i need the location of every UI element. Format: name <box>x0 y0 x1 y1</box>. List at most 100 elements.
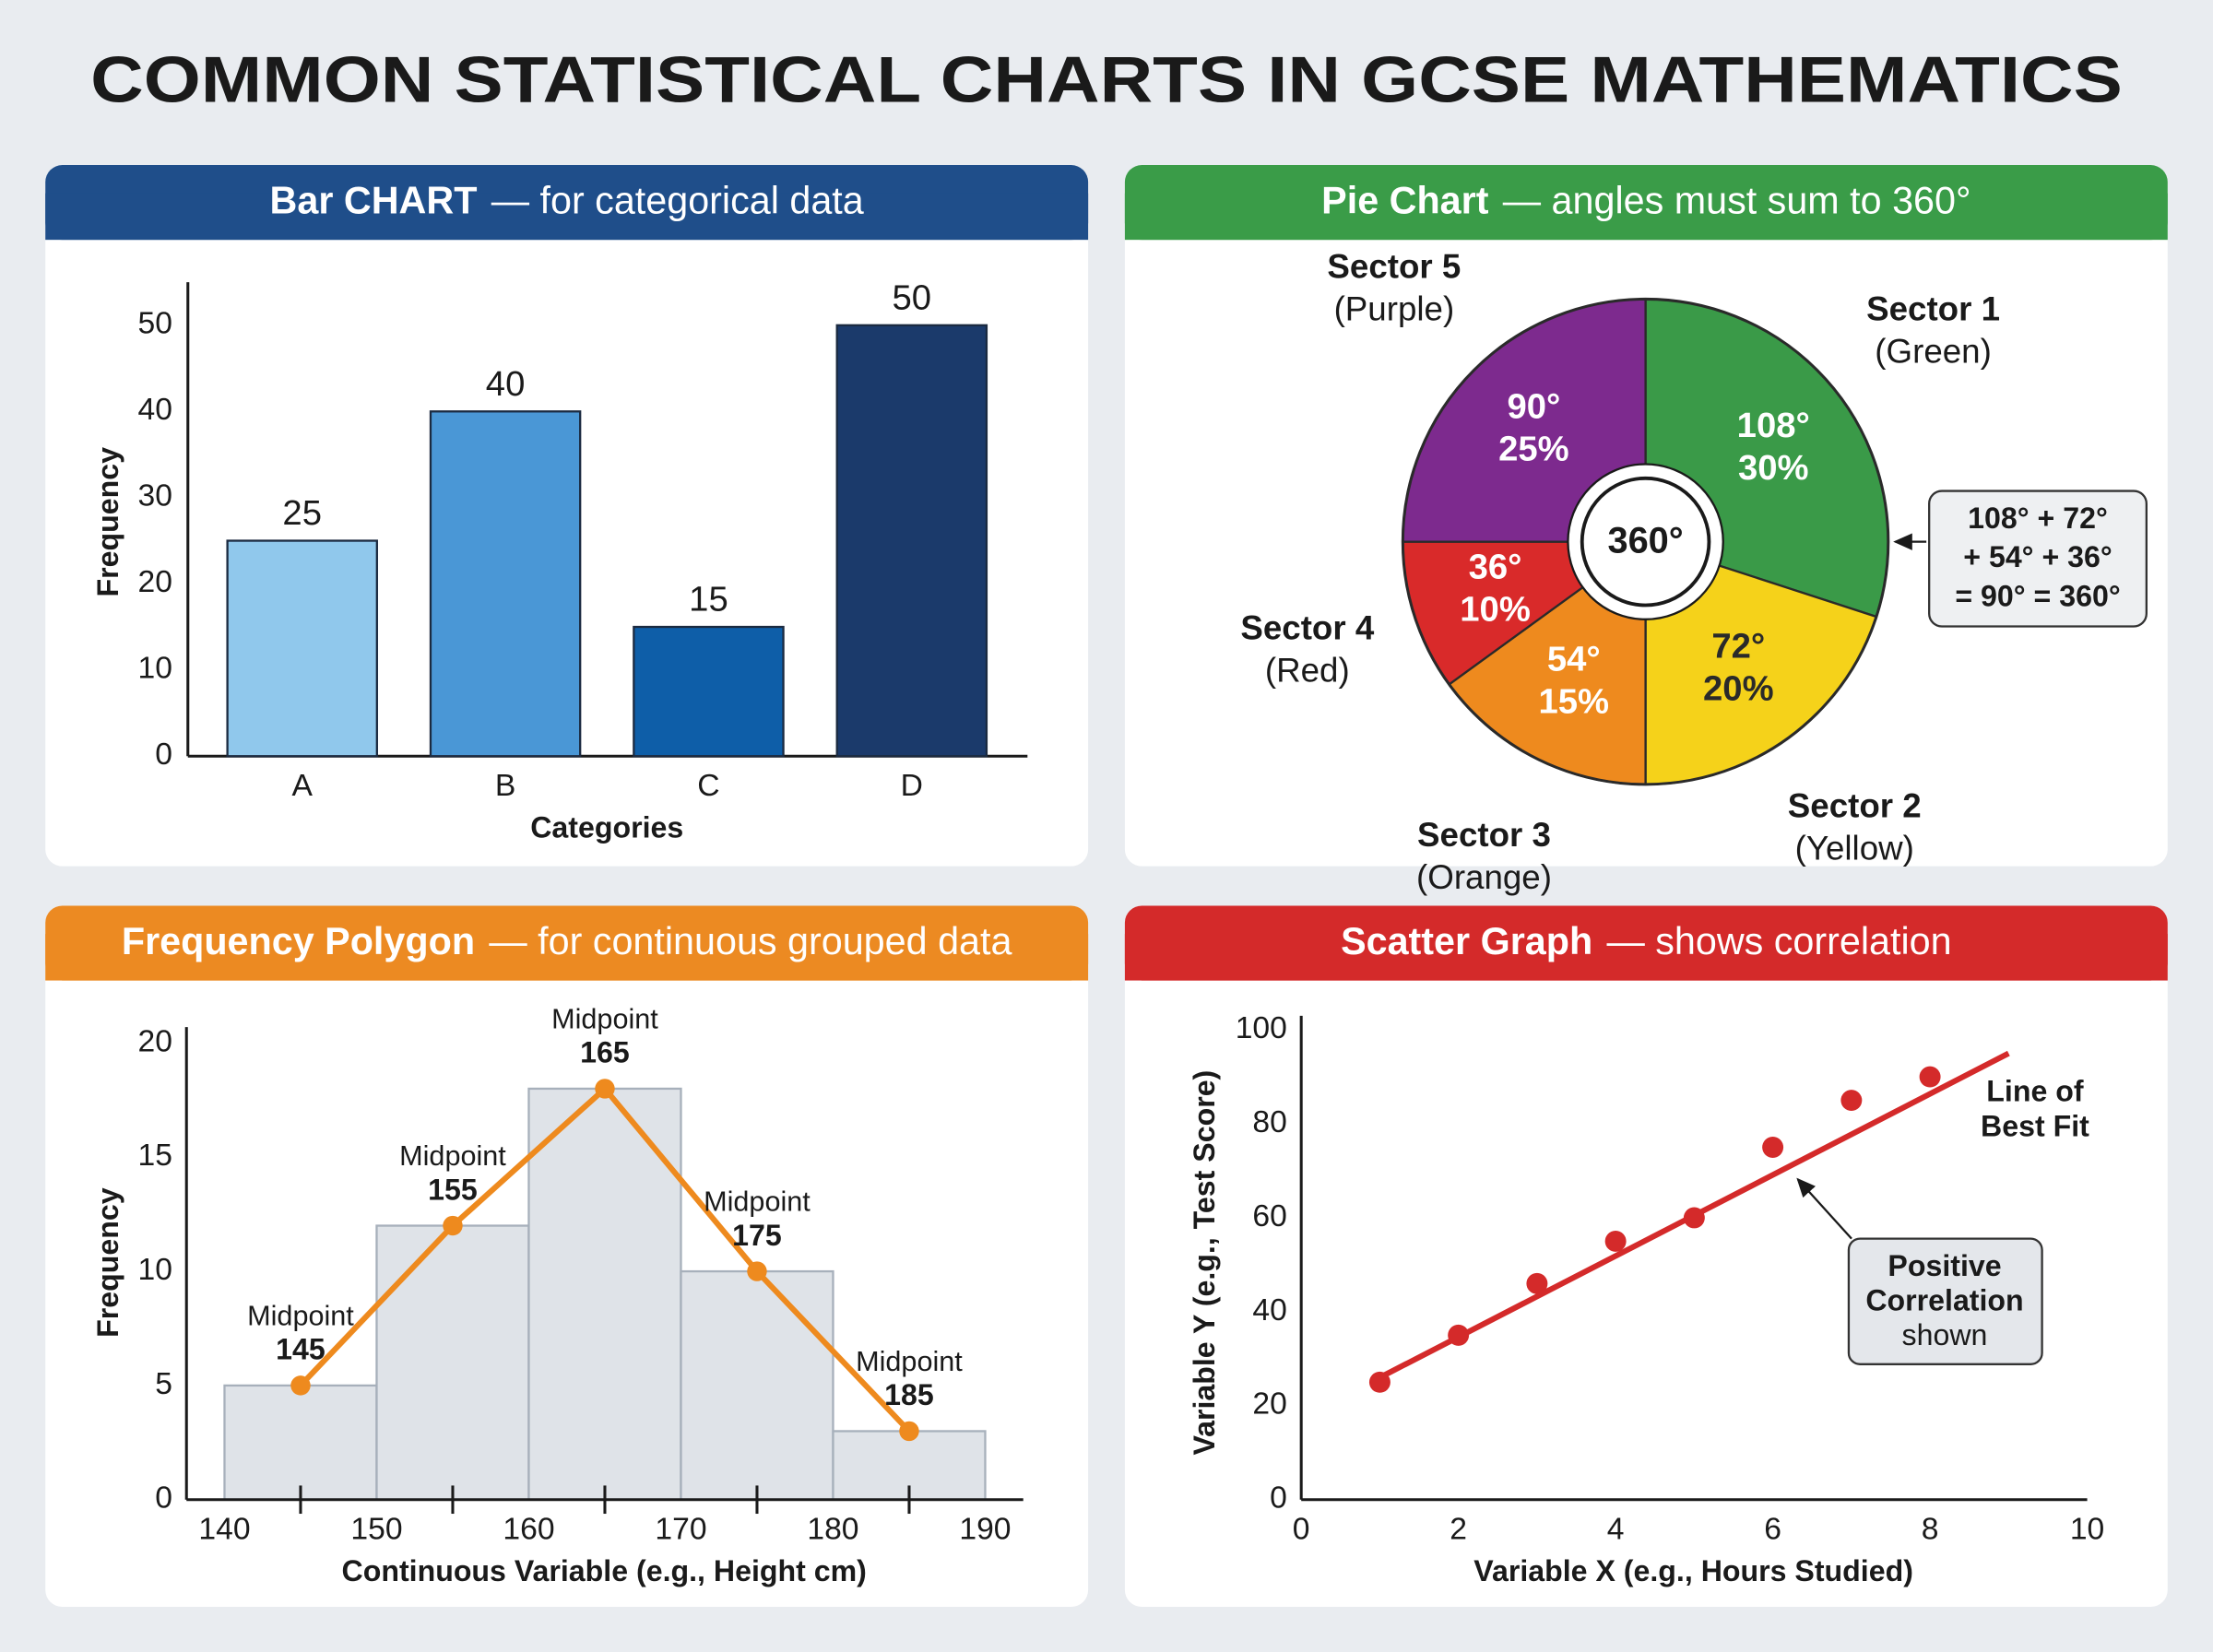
sector-angle-label: 54° <box>1547 640 1601 679</box>
y-axis-label: Frequency <box>91 1187 124 1338</box>
center-circle <box>1580 476 1711 608</box>
sector-percent-label: 15% <box>1538 681 1609 721</box>
annotation-box <box>1928 490 2148 628</box>
x-tick-label: 150 <box>350 1512 402 1546</box>
x-tick-label: 140 <box>198 1512 250 1546</box>
y-tick-label: 20 <box>137 1024 172 1058</box>
sector-sublabel: (Green) <box>1875 333 1992 371</box>
x-tick-label: 10 <box>2070 1512 2104 1546</box>
panel-subtitle: — for categorical data <box>491 179 864 221</box>
annotation-text: = 90° = 360° <box>1955 579 2120 612</box>
value-label: 25 <box>282 493 322 533</box>
y-tick-label: 40 <box>137 393 172 427</box>
scatter-point <box>1526 1272 1548 1294</box>
y-tick-label: 50 <box>137 307 172 341</box>
histogram-bar <box>375 1224 530 1501</box>
midpoint-label: Midpoint <box>551 1004 658 1035</box>
sector-sublabel: (Yellow) <box>1795 829 1914 867</box>
histogram-bar <box>223 1384 378 1501</box>
polygon-point <box>443 1215 463 1236</box>
sector-angle-label: 72° <box>1711 626 1765 666</box>
x-tick-label: A <box>291 769 313 803</box>
annotation-text: Positive <box>1888 1249 2001 1282</box>
y-tick-label: 5 <box>155 1367 172 1401</box>
panel-title: Pie Chart — angles must sum to 360° <box>1321 179 1970 221</box>
midpoint-value: 185 <box>884 1378 934 1411</box>
y-tick-label: 0 <box>155 738 172 772</box>
y-tick-label: 10 <box>137 1253 172 1287</box>
annotation-text: shown <box>1902 1318 1988 1351</box>
midpoint-value: 145 <box>276 1333 325 1366</box>
panel-title: Frequency Polygon — for continuous groupe… <box>122 920 1012 962</box>
x-tick-label: 170 <box>655 1512 706 1546</box>
y-tick-label: 60 <box>1252 1199 1286 1233</box>
annotation-arrow <box>1796 1177 1852 1240</box>
scatter-point <box>1683 1207 1705 1229</box>
y-tick-label: 30 <box>137 479 172 513</box>
x-tick-label: 4 <box>1607 1512 1625 1546</box>
midpoint-label: Midpoint <box>247 1301 354 1332</box>
panel-subtitle: — for continuous grouped data <box>489 920 1012 962</box>
x-tick-label: C <box>697 769 719 803</box>
y-tick-label: 80 <box>1252 1105 1286 1139</box>
annotation-text: 108° + 72° <box>1968 502 2108 535</box>
panel-title: Scatter Graph — shows correlation <box>1341 920 1952 962</box>
sector-name: Sector 1 <box>1866 290 2000 328</box>
sector-sublabel: (Red) <box>1265 651 1350 689</box>
page-title: COMMON STATISTICAL CHARTS IN GCSE MATHEM… <box>90 42 2123 115</box>
x-axis-label: Continuous Variable (e.g., Height cm) <box>342 1554 867 1587</box>
x-tick-label: 180 <box>807 1512 858 1546</box>
value-label: 40 <box>486 364 526 404</box>
annotation-box <box>1847 1237 2043 1365</box>
midpoint-label: Midpoint <box>856 1346 963 1377</box>
polygon-point <box>747 1261 767 1281</box>
x-axis-label: Categories <box>530 810 683 844</box>
sector-percent-label: 10% <box>1460 590 1531 630</box>
x-tick-label: B <box>495 769 515 803</box>
scatter-point <box>1840 1090 1863 1112</box>
midpoint-label: Midpoint <box>399 1140 506 1172</box>
x-tick-label: 6 <box>1764 1512 1781 1546</box>
histogram-bar <box>527 1087 682 1501</box>
polygon-point <box>899 1421 919 1442</box>
x-tick-label: 160 <box>503 1512 554 1546</box>
sector-angle-label: 90° <box>1507 387 1560 427</box>
annotation-text: Correlation <box>1865 1284 2023 1317</box>
y-tick-label: 20 <box>1252 1387 1286 1422</box>
sector-percent-label: 25% <box>1498 430 1569 469</box>
y-tick-label: 0 <box>1270 1481 1287 1516</box>
sector-sublabel: (Purple) <box>1334 290 1455 328</box>
panel-title-main: Scatter Graph <box>1341 920 1592 962</box>
y-tick-label: 20 <box>137 565 172 599</box>
panel-subtitle: — angles must sum to 360° <box>1503 179 1971 221</box>
panel-header-base <box>1124 193 2168 241</box>
value-label: 15 <box>689 580 728 620</box>
bar <box>835 324 988 758</box>
scatter-point <box>1368 1371 1391 1393</box>
sector-name: Sector 2 <box>1788 786 1922 824</box>
panel-title-main: Pie Chart <box>1321 179 1489 221</box>
panel-title: Bar CHART — for categorical data <box>270 179 864 221</box>
sector-percent-label: 30% <box>1738 448 1809 488</box>
x-tick-label: 190 <box>959 1512 1011 1546</box>
sector-name: Sector 3 <box>1417 816 1551 854</box>
scatter-point <box>1762 1137 1784 1158</box>
y-tick-label: 0 <box>155 1481 172 1516</box>
sector-sublabel: (Orange) <box>1416 858 1552 896</box>
panel-subtitle: — shows correlation <box>1606 920 1951 962</box>
bar <box>429 410 582 758</box>
pie-outline <box>1401 297 1890 786</box>
bar <box>226 539 378 758</box>
midpoint-value: 155 <box>428 1173 478 1206</box>
center-label: 360° <box>1607 521 1683 561</box>
y-axis-label: Frequency <box>91 447 124 597</box>
sector-name: Sector 4 <box>1240 609 1374 647</box>
sector-angle-label: 108° <box>1737 406 1810 445</box>
sector-percent-label: 20% <box>1703 668 1774 708</box>
x-axis-label: Variable X (e.g., Hours Studied) <box>1473 1554 1913 1587</box>
y-axis-label: Variable Y (e.g., Test Score) <box>1188 1070 1221 1456</box>
y-tick-label: 15 <box>137 1139 172 1173</box>
bar <box>633 625 785 758</box>
panel-header-base <box>45 934 1089 981</box>
